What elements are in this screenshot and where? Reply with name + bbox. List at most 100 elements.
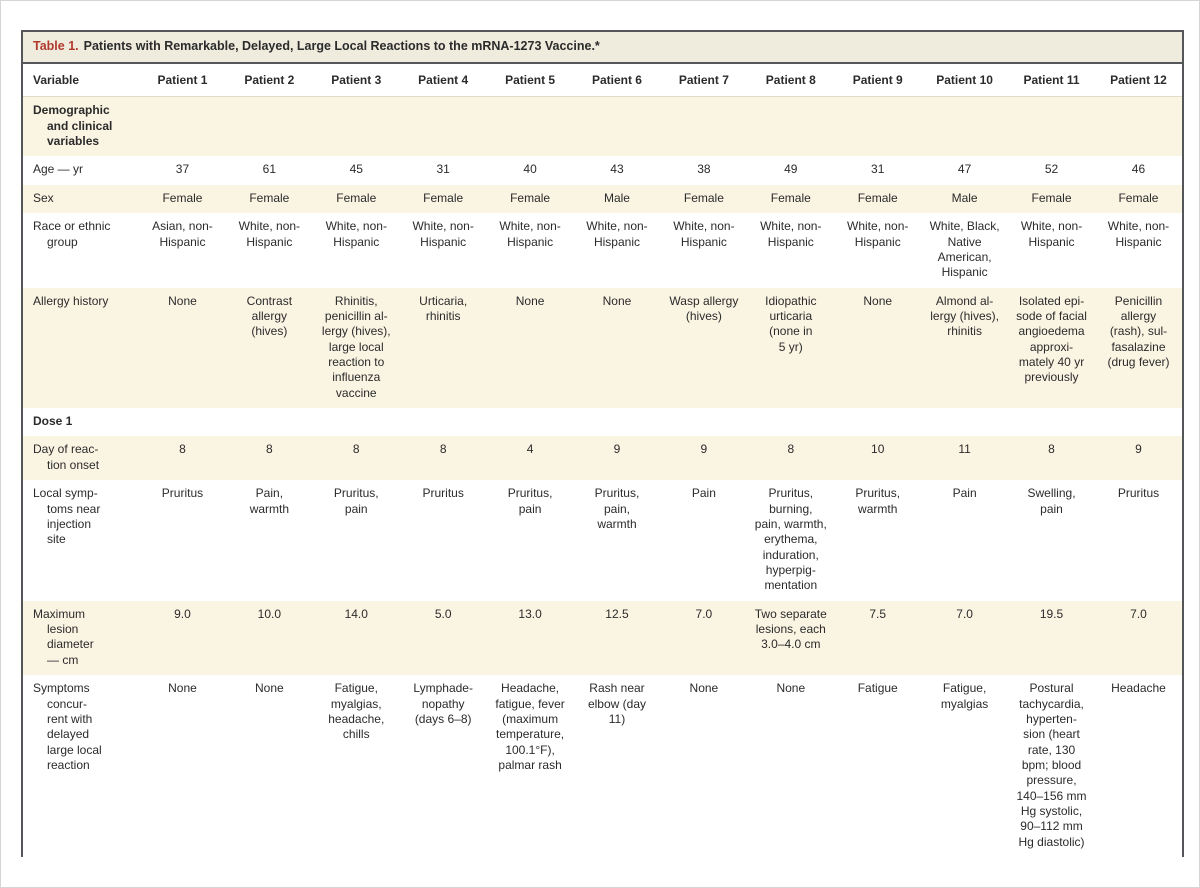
patient-cell: Rash near elbow (day 11) [587,681,646,726]
patient-cell: 38 [697,162,711,177]
patient-cell: Contrast allergy (hives) [246,293,293,339]
patient-cell: Pruritus [161,486,204,501]
patient-cell: 4 [526,442,534,457]
column-header-patient: Patient 5 [486,64,574,98]
patient-cell: Female [423,190,464,205]
patient-cell: 9 [613,442,621,457]
data-row: Race or ethnic group Asian, non- Hispanic… [23,213,1182,287]
column-header-patient: Patient 10 [921,64,1009,98]
row-label: Local symp- toms near injection site [33,486,101,547]
patient-cell: Pruritus, pain, warmth [594,486,640,531]
patient-cell: Fatigue [857,681,898,696]
patient-cell: None [168,681,197,696]
patient-cell: 8 [439,442,447,457]
patient-cell: 9 [700,442,708,457]
patient-cell: White, non- Hispanic [760,219,822,249]
patient-cell: 40 [523,162,537,177]
patient-cell: Female [683,190,724,205]
patient-cell: Pain, warmth [249,486,290,516]
column-header-patient: Patient 1 [139,64,226,98]
patient-cell: 47 [957,162,972,177]
header-row: Variable Patient 1 Patient 2 Patient 3 Patie… [23,64,1182,98]
patient-cell: None [168,293,197,308]
row-label: Day of reac- tion onset [33,442,100,472]
patient-cell: Fatigue, myalgias [940,681,989,711]
patient-cell: Female [510,190,551,205]
patient-cell: Postural tachycardia, hyperten- sion (he… [1016,681,1087,849]
column-header-patient: Patient 12 [1094,64,1182,98]
patient-cell: Pain [952,486,977,501]
patient-cell: Two separate lesions, each 3.0–4.0 cm [754,606,827,652]
row-label: Symptoms concur- rent with delayed large… [33,681,102,772]
patient-cell: Male [603,190,630,205]
patient-cell: 11 [958,442,971,457]
patient-cell: Pruritus, warmth [855,486,901,516]
column-header-variable: Variable [23,64,139,98]
patient-cell: 8 [266,442,273,457]
patient-cell: 12.5 [605,606,629,621]
patient-cell: Swelling, pain [1027,486,1076,516]
data-row: Symptoms concur- rent with delayed large… [23,675,1182,857]
patient-cell: Headache, fatigue, fever (maximum temper… [495,681,565,772]
patient-cell: White, non- Hispanic [325,219,387,249]
row-label: Age — yr [33,162,84,177]
patient-cell: White, non- Hispanic [673,219,735,249]
patient-cell: 49 [784,162,798,177]
patient-cell: 10.0 [257,606,282,621]
patient-cell: Isolated epi- sode of facial angioedema … [1016,293,1087,385]
patient-cell: 31 [436,162,450,177]
patient-cell: 45 [349,162,363,177]
table-head: Variable Patient 1 Patient 2 Patient 3 Patie… [23,64,1182,98]
patient-cell: Almond al- lergy (hives), rhinitis [930,293,999,339]
patient-cell: White, non- Hispanic [847,219,909,249]
column-header-patient: Patient 6 [573,64,661,98]
patient-cell: 8 [787,442,795,457]
row-label: Race or ethnic group [33,219,111,249]
table-number-label: Table 1. [33,39,79,53]
column-header-patient: Patient 9 [834,64,922,98]
row-label: Maximum lesion diameter — cm [33,606,94,667]
section-label: Dose 1 [33,414,73,429]
column-header-patient: Patient 3 [312,64,400,98]
patient-cell: White, non- Hispanic [1107,219,1170,249]
patient-cell: 9.0 [174,606,191,621]
patient-cell: 8 [1048,442,1055,457]
patient-cell: Pruritus, pain [507,486,553,516]
column-header-patient: Patient 7 [660,64,748,98]
patient-cell: 43 [610,162,624,177]
row-label: Sex [33,190,54,205]
table-body: Demographic and clinical variables Age — … [23,96,1182,857]
table-title-text: Patients with Remarkable, Delayed, Large… [83,39,600,53]
data-row: Sex Female Female Female Female Female Male Fem… [23,184,1182,214]
patient-cell: None [776,681,806,696]
column-header-patient: Patient 8 [747,64,835,98]
data-row: Local symp- toms near injection site Prur… [23,480,1182,601]
patient-cell: White, non- Hispanic [412,219,474,249]
patient-cell: White, non- Hispanic [586,219,648,249]
patient-cell: None [689,681,719,696]
patient-cell: Male [951,190,978,205]
patient-cell: Pain [691,486,716,501]
patient-cell: Pruritus [1117,486,1160,501]
patient-cell: 10 [871,442,885,457]
data-row: Day of reac- tion onset 8 8 8 8 4 9 9 8 10 11 8 9 [23,436,1182,481]
section-label: Demographic and clinical variables [33,103,113,149]
patient-cell: 8 [179,442,186,457]
patient-cell: 46 [1131,162,1146,177]
journal-table: Table 1. Patients with Remarkable, Delaye… [21,30,1184,858]
patient-cell: None [602,293,632,308]
patient-cell: Rhinitis, penicillin al- lergy (hives), … [321,293,391,400]
patient-cell: 9 [1135,442,1142,457]
patients-table: Variable Patient 1 Patient 2 Patient 3 Patie… [23,64,1182,857]
column-header-patient: Patient 4 [399,64,487,98]
patient-cell: Female [770,190,811,205]
patient-cell: White, Black, Native American, Hispanic [929,219,1000,280]
patient-cell: Asian, non- Hispanic [152,219,213,249]
patient-cell: Female [249,190,290,205]
section-row: Dose 1 [23,408,1182,436]
patient-cell: 8 [352,442,360,457]
patient-cell: 61 [262,162,277,177]
patient-cell: White, non- Hispanic [499,219,561,249]
patient-cell: Pruritus, burning, pain, warmth, erythem… [754,486,827,593]
